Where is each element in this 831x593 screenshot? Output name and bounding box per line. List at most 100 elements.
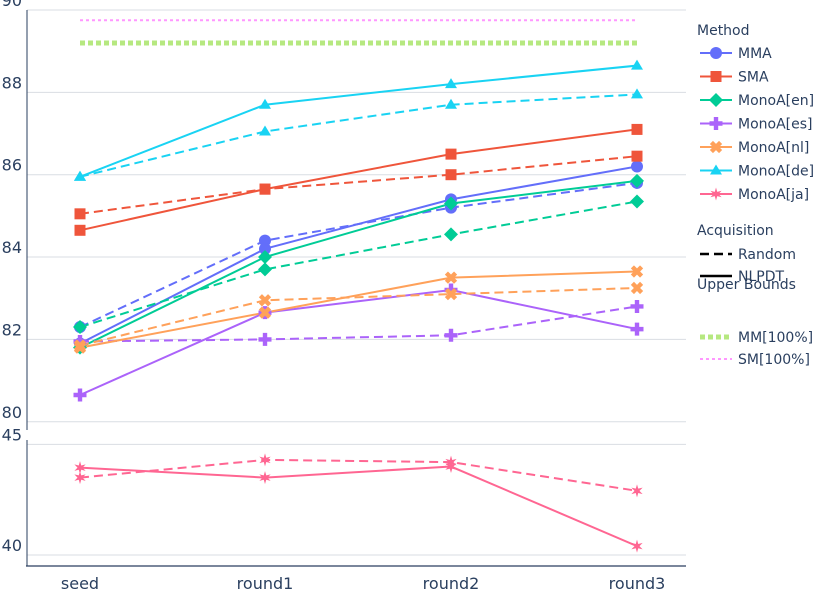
legend-label-monoa-nl: MonoA[nl] <box>738 140 809 156</box>
marker-sma-nlpdt-round1 <box>259 183 271 195</box>
marker-mma-nlpdt-round1 <box>259 242 271 255</box>
series-line-monoa-ja-nlpdt <box>79 465 638 548</box>
y-tick-upper-86: 86 <box>2 156 22 175</box>
legend-marker-sma <box>710 71 722 82</box>
marker-monoa-ja-nlpdt-round2 <box>445 460 457 474</box>
marker-monoa-de-random-round2 <box>445 98 457 109</box>
marker-monoa-nl-nlpdt-round3 <box>630 265 644 278</box>
series-line-monoa-de-random <box>79 93 638 178</box>
marker-monoa-en-random-round1 <box>258 262 272 277</box>
marker-sma-random-round3 <box>631 150 643 162</box>
marker-monoa-nl-nlpdt-round1 <box>258 306 272 319</box>
marker-sma-nlpdt-round2 <box>445 148 457 160</box>
y-tick-lower-40: 40 <box>2 536 22 555</box>
legend-label-sma: SMA <box>738 70 769 86</box>
legend-title-acquisition: Acquisition <box>697 223 774 239</box>
legend-marker-monoa-en <box>709 93 723 107</box>
marker-monoa-ja-nlpdt-round3 <box>631 539 643 553</box>
marker-monoa-es-random-round3 <box>630 299 644 313</box>
marker-monoa-nl-nlpdt-seed <box>73 341 87 354</box>
y-tick-lower-45: 45 <box>2 425 22 444</box>
marker-monoa-es-nlpdt-round2 <box>444 283 458 297</box>
series-line-sma-nlpdt <box>79 128 638 232</box>
marker-monoa-en-nlpdt-round2 <box>444 196 458 211</box>
series-line-mma-nlpdt <box>79 165 638 345</box>
legend: Method Acquisition Upper Bounds MMA SMA Mo… <box>697 23 814 368</box>
marker-monoa-en-nlpdt-round3 <box>630 173 644 188</box>
marker-mma-random-round1 <box>259 234 271 247</box>
marker-monoa-nl-random-round1 <box>258 294 272 307</box>
legend-label-sm-100: SM[100%] <box>738 352 810 368</box>
y-tick-upper-82: 82 <box>2 320 22 339</box>
marker-monoa-de-nlpdt-round2 <box>445 78 457 89</box>
tick-labels: 80 82 84 86 88 90 40 45 seed round1 round2 round3 <box>2 0 666 593</box>
legend-label-nlpdt: NLPDT <box>738 269 784 285</box>
series-lines <box>79 64 638 548</box>
series-line-monoa-es-nlpdt <box>79 288 638 396</box>
series-line-monoa-nl-nlpdt <box>79 270 638 349</box>
legend-label-monoa-de: MonoA[de] <box>738 164 814 180</box>
legend-marker-monoa-de <box>710 164 722 175</box>
series-line-monoa-ja-random <box>79 458 638 492</box>
series-line-monoa-es-random <box>79 305 638 343</box>
series-line-monoa-en-random <box>79 200 638 329</box>
y-tick-upper-90: 90 <box>2 0 22 10</box>
x-tick-round3: round3 <box>609 574 666 593</box>
x-tick-seed: seed <box>61 574 99 593</box>
x-tick-round1: round1 <box>237 574 294 593</box>
upper-bound-lines <box>80 19 637 46</box>
marker-monoa-de-random-round3 <box>631 88 643 99</box>
series-line-monoa-de-nlpdt <box>79 64 638 178</box>
grid-lines <box>27 9 686 556</box>
marker-monoa-ja-nlpdt-seed <box>74 461 86 475</box>
marker-monoa-es-random-round1 <box>258 332 272 346</box>
marker-monoa-nl-random-round3 <box>630 281 644 295</box>
legend-label-monoa-en: MonoA[en] <box>738 93 814 109</box>
marker-monoa-es-random-seed <box>73 334 87 348</box>
marker-sma-random-round2 <box>445 169 457 181</box>
marker-monoa-nl-random-round2 <box>444 287 458 301</box>
legend-label-random: Random <box>738 247 796 263</box>
marker-sma-nlpdt-round3 <box>631 123 643 135</box>
series-line-monoa-en-nlpdt <box>79 179 638 349</box>
marker-monoa-es-random-round2 <box>444 328 458 342</box>
legend-label-monoa-ja: MonoA[ja] <box>738 187 809 203</box>
marker-monoa-es-nlpdt-seed <box>73 388 87 402</box>
legend-marker-monoa-ja <box>710 187 722 201</box>
marker-monoa-de-nlpdt-seed <box>74 170 86 181</box>
y-tick-upper-88: 88 <box>2 73 22 92</box>
series-markers <box>73 59 644 553</box>
marker-mma-nlpdt-round3 <box>631 160 643 173</box>
series-line-monoa-nl-random <box>79 286 638 347</box>
legend-title-method: Method <box>697 23 750 39</box>
marker-monoa-en-random-round2 <box>444 227 458 242</box>
legend-marker-mma <box>710 47 722 59</box>
legend-label-mm-100: MM[100%] <box>738 330 813 346</box>
x-tick-round2: round2 <box>423 574 480 593</box>
y-tick-upper-84: 84 <box>2 238 22 257</box>
marker-sma-nlpdt-seed <box>74 224 86 236</box>
marker-monoa-de-nlpdt-round3 <box>631 59 643 70</box>
marker-monoa-en-random-seed <box>73 320 87 335</box>
marker-monoa-nl-nlpdt-round2 <box>444 271 458 284</box>
legend-marker-monoa-nl <box>709 140 723 154</box>
marker-monoa-ja-nlpdt-round1 <box>259 471 271 485</box>
marker-monoa-es-nlpdt-round3 <box>630 322 644 336</box>
axes <box>26 10 686 567</box>
series-line-sma-random <box>79 155 638 215</box>
series-line-mma-random <box>79 181 638 328</box>
legend-title-upper-bounds: Upper Bounds <box>697 277 796 293</box>
marker-monoa-ja-random-round3 <box>631 484 643 498</box>
marker-monoa-de-random-round1 <box>259 125 271 136</box>
legend-label-mma: MMA <box>738 46 772 62</box>
legend-marker-monoa-es <box>709 117 723 130</box>
legend-label-monoa-es: MonoA[es] <box>738 117 813 133</box>
marker-monoa-ja-random-seed <box>74 471 86 485</box>
marker-monoa-de-nlpdt-round1 <box>259 98 271 109</box>
marker-monoa-ja-random-round1 <box>259 453 271 467</box>
marker-monoa-en-nlpdt-round1 <box>258 250 272 265</box>
y-tick-upper-80: 80 <box>2 403 22 422</box>
marker-monoa-en-random-round3 <box>630 194 644 209</box>
marker-sma-random-seed <box>74 208 86 220</box>
